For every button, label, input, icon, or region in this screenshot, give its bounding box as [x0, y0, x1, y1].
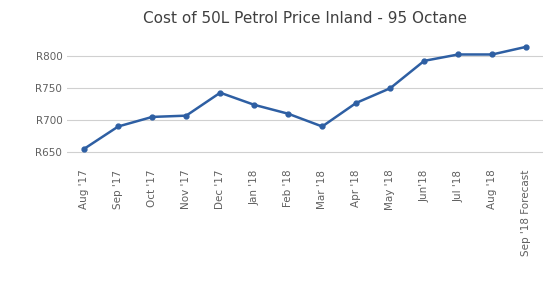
Title: Cost of 50L Petrol Price Inland - 95 Octane: Cost of 50L Petrol Price Inland - 95 Oct…: [143, 11, 467, 26]
